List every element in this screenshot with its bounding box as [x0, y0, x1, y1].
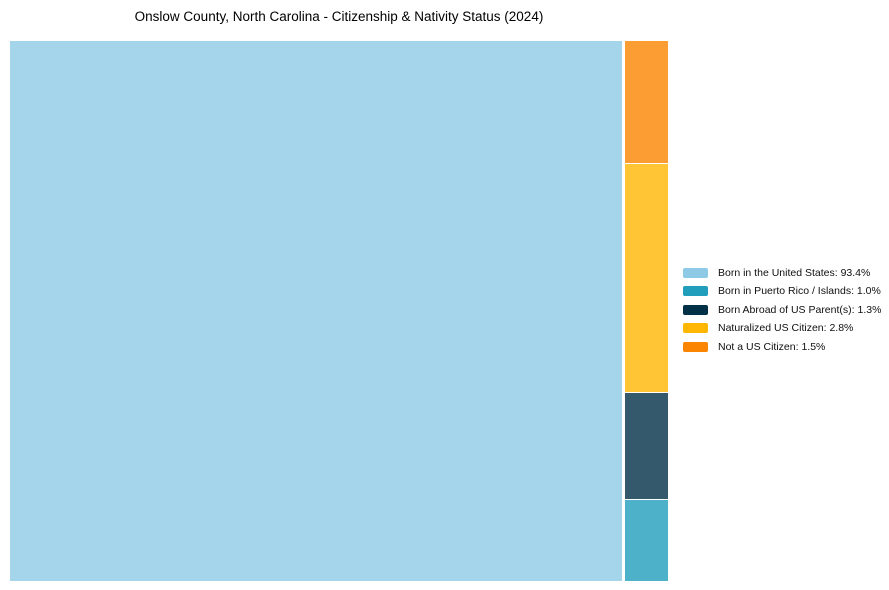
legend-swatch-icon [683, 267, 708, 278]
treemap-minor-column [625, 41, 668, 581]
treemap-cell-born-in-puerto-rico-islands[interactable] [625, 499, 668, 581]
legend: Born in the United States: 93.4% Born in … [683, 266, 882, 353]
legend-item-born-abroad-of-us-parent-s[interactable]: Born Abroad of US Parent(s): 1.3% [683, 303, 882, 316]
legend-item-born-in-puerto-rico-islands[interactable]: Born in Puerto Rico / Islands: 1.0% [683, 285, 881, 297]
legend-item-label: Naturalized US Citizen: 2.8% [718, 322, 854, 334]
legend-swatch-icon [683, 341, 708, 352]
legend-item-label: Not a US Citizen: 1.5% [718, 340, 826, 353]
treemap-cell-born-abroad-of-us-parent-s[interactable] [625, 392, 668, 499]
legend-item-not-a-us-citizen[interactable]: Not a US Citizen: 1.5% [683, 340, 881, 353]
legend-swatch-icon [683, 286, 708, 296]
treemap-cell-born-in-the-united-states[interactable] [10, 41, 622, 581]
legend-item-label: Born in the United States: 93.4% [718, 266, 871, 279]
legend-item-born-in-the-united-states[interactable]: Born in the United States: 93.4% [683, 266, 881, 279]
legend-item-label: Born Abroad of US Parent(s): 1.3% [718, 303, 882, 316]
treemap-plot-area [10, 41, 668, 581]
treemap-cell-naturalized-us-citizen[interactable] [625, 164, 668, 392]
legend-swatch-icon [683, 323, 708, 333]
treemap-cell-not-a-us-citizen[interactable] [625, 41, 668, 164]
legend-item-naturalized-us-citizen[interactable]: Naturalized US Citizen: 2.8% [683, 322, 881, 334]
legend-item-label: Born in Puerto Rico / Islands: 1.0% [718, 285, 881, 297]
legend-swatch-icon [683, 304, 708, 315]
chart-title: Onslow County, North Carolina - Citizens… [134, 9, 544, 24]
